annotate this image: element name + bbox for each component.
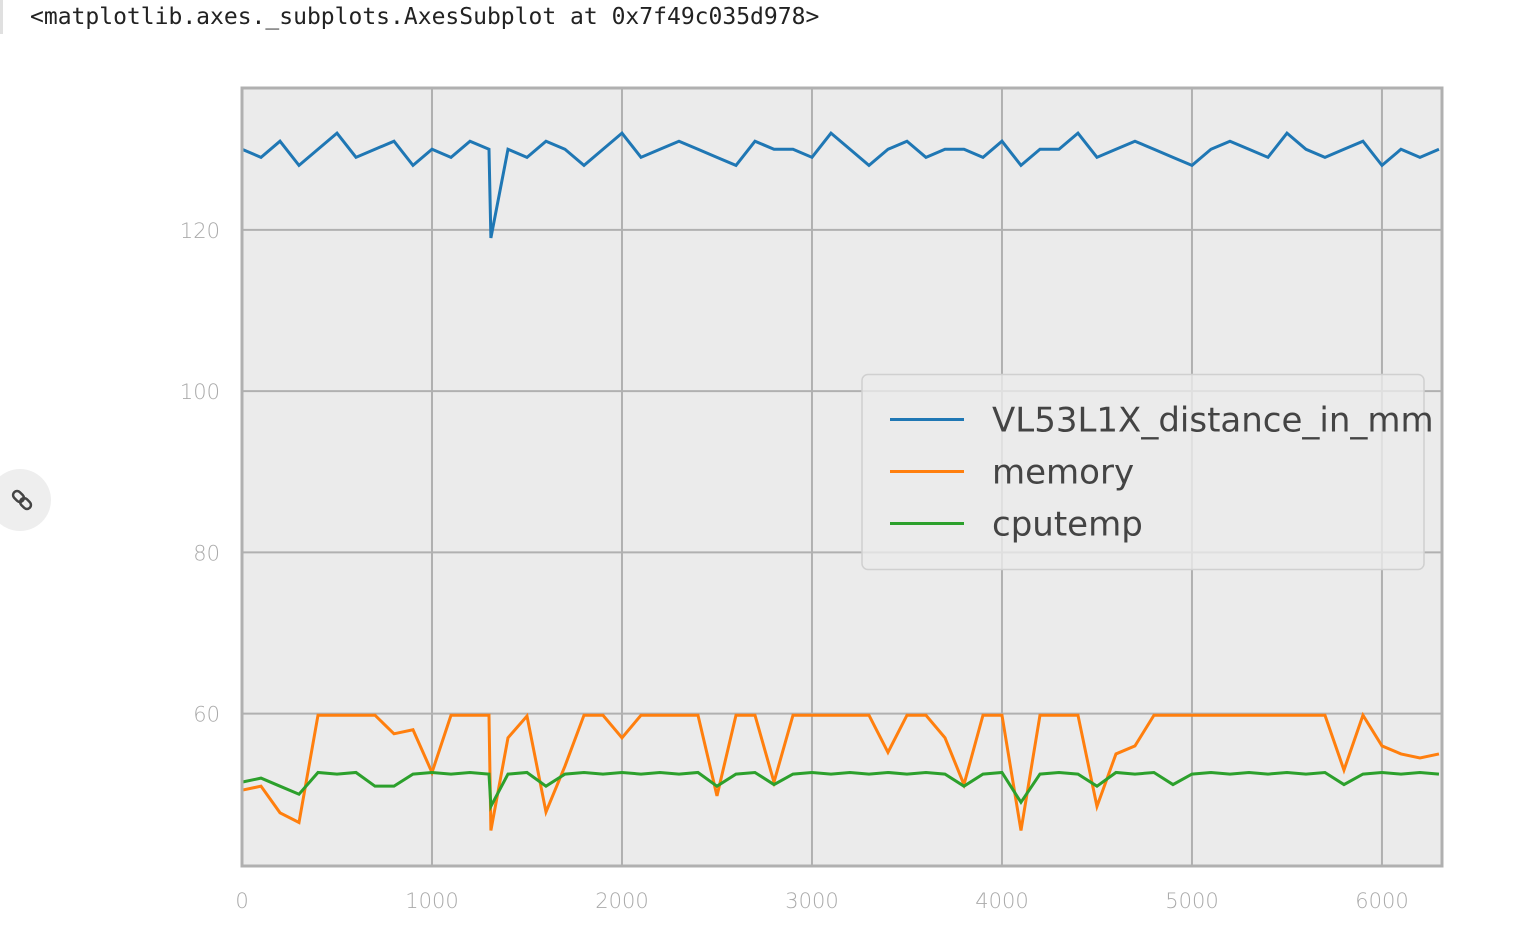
- link-button[interactable]: [0, 469, 51, 531]
- x-tick-label: 5000: [1165, 889, 1218, 913]
- link-icon: [11, 489, 33, 511]
- x-tick-label: 2000: [595, 889, 648, 913]
- legend-label: VL53L1X_distance_in_mm: [992, 401, 1434, 441]
- x-tick-label: 4000: [975, 889, 1028, 913]
- y-tick-label: 100: [180, 380, 220, 404]
- x-tick-label: 3000: [785, 889, 838, 913]
- plot-border: [240, 86, 1444, 868]
- y-tick-label: 60: [193, 703, 220, 727]
- legend-box: [861, 373, 1425, 571]
- legend-label: memory: [992, 453, 1134, 493]
- series-line: [241, 711, 1440, 831]
- x-tick-label: 0: [235, 889, 248, 913]
- y-tick-label: 120: [180, 219, 220, 243]
- output-text: <matplotlib.axes._subplots.AxesSubplot a…: [30, 4, 820, 30]
- y-tick-label: 80: [193, 541, 220, 565]
- legend-label: cputemp: [992, 505, 1143, 545]
- series-line: [241, 770, 1440, 812]
- series-line: [241, 130, 1440, 239]
- x-tick-label: 1000: [405, 889, 458, 913]
- x-tick-label: 6000: [1355, 889, 1408, 913]
- cell-marker: [0, 0, 3, 34]
